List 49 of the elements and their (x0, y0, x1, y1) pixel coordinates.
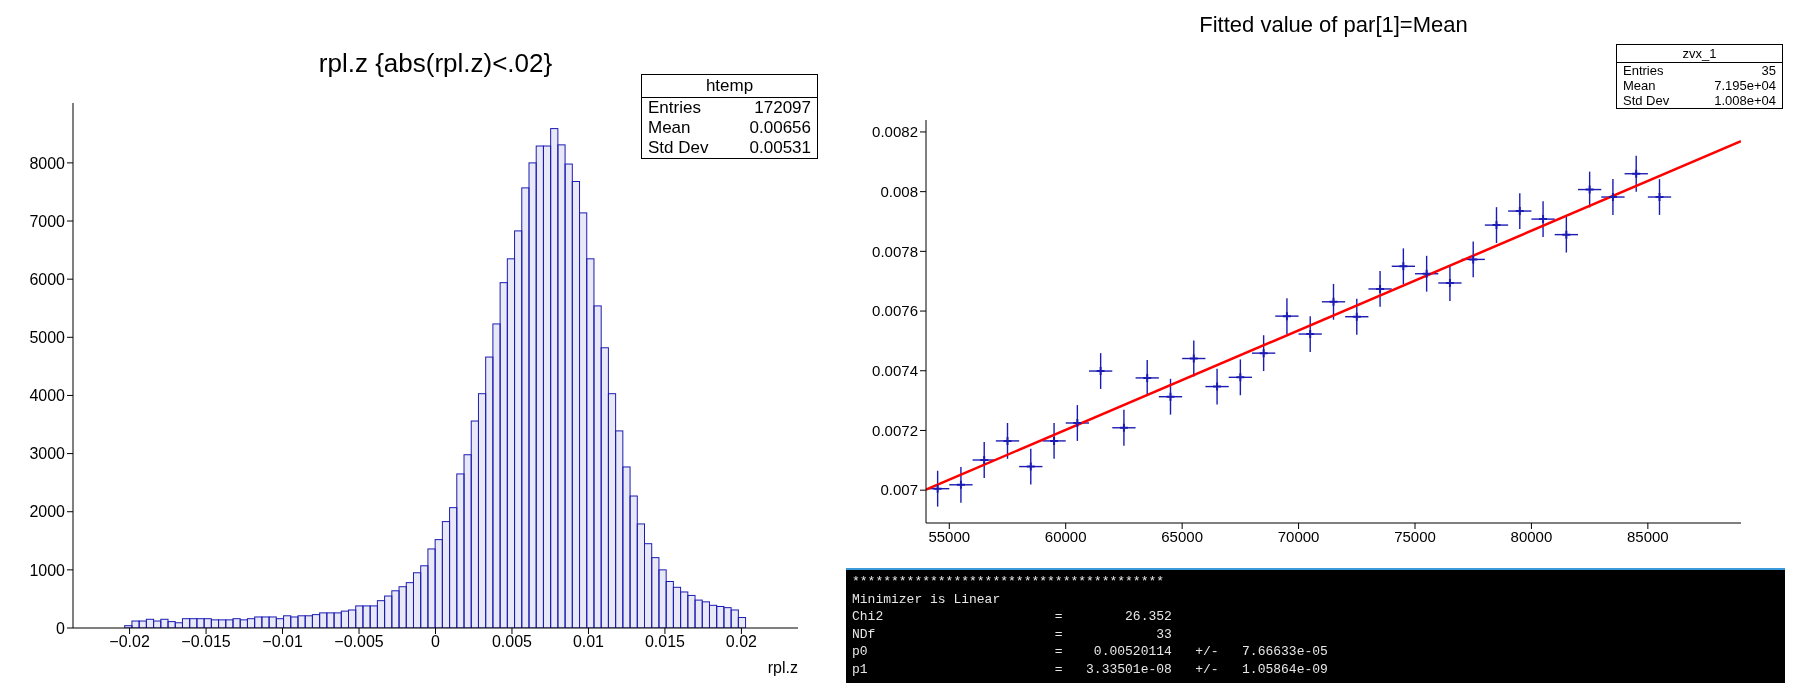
annotation: Mean (648, 118, 691, 138)
x-tick-label: 0 (431, 633, 441, 651)
text: p0 = 0.00520114 +/- 7.66633e-05 (852, 643, 1329, 661)
x-tick-label: 75000 (1394, 527, 1436, 545)
x-tick-label: 85000 (1627, 527, 1669, 545)
y-tick-label: 8000 (29, 154, 66, 172)
y-tick-label: 0.0076 (872, 302, 918, 320)
y-tick-label: 0.0082 (872, 123, 918, 141)
x-tick-label: 0.005 (491, 633, 533, 651)
text: p1 = 3.33501e-08 +/- 1.05864e-09 (852, 660, 1329, 678)
y-tick-label: 5000 (29, 328, 66, 346)
x-axis-title: rpl.z (767, 659, 798, 676)
x-tick-label: 55000 (928, 527, 971, 545)
x-tick-label: 65000 (1161, 527, 1203, 545)
x-tick-label: −0.015 (181, 633, 231, 651)
annotation: 0.00531 (749, 138, 811, 158)
x-tick-label: −0.01 (262, 633, 303, 651)
annotation: Std Dev (648, 138, 709, 158)
y-tick-label: 0.0078 (872, 242, 918, 260)
x-tick-label: 0.01 (572, 633, 605, 651)
annotation: 0.00656 (749, 118, 811, 138)
y-tick-label: 2000 (29, 503, 66, 521)
text: Chi2 = 26.352 (852, 608, 1173, 626)
y-tick-label: 4000 (29, 387, 66, 405)
x-tick-label: 0.015 (644, 633, 686, 651)
y-tick-label: 0.0072 (872, 421, 918, 439)
text: Minimizer is Linear (852, 590, 1002, 608)
x-tick-label: 70000 (1277, 527, 1320, 545)
y-tick-label: 6000 (29, 270, 66, 288)
y-tick-label: 0.007 (880, 481, 918, 499)
annotation: 172097 (754, 98, 811, 118)
chart-title: rpl.z {abs(rpl.z)<.02} (318, 48, 553, 78)
x-tick-label: −0.005 (334, 633, 384, 651)
y-tick-label: 1000 (29, 561, 66, 579)
y-tick-label: 0.0074 (872, 362, 918, 380)
y-tick-label: 3000 (29, 445, 66, 463)
text: NDf = 33 (852, 625, 1173, 643)
y-tick-label: 7000 (29, 212, 66, 230)
x-tick-label: 80000 (1510, 527, 1553, 545)
x-tick-label: 60000 (1044, 527, 1087, 545)
annotation: Entries (648, 98, 701, 118)
text: **************************************** (852, 573, 1166, 591)
y-tick-label: 0.008 (880, 182, 918, 200)
chart-title: Fitted value of par[1]=Mean (1198, 12, 1469, 38)
x-tick-label: −0.02 (109, 633, 150, 651)
y-tick-label: 0 (56, 619, 66, 637)
stats-box: zvx_1 Entries 35 Mean 7.195e+04 Std Dev 1.008e+04 (1616, 44, 1783, 109)
text: htemp (705, 76, 754, 95)
x-tick-label: 0.02 (725, 633, 758, 651)
